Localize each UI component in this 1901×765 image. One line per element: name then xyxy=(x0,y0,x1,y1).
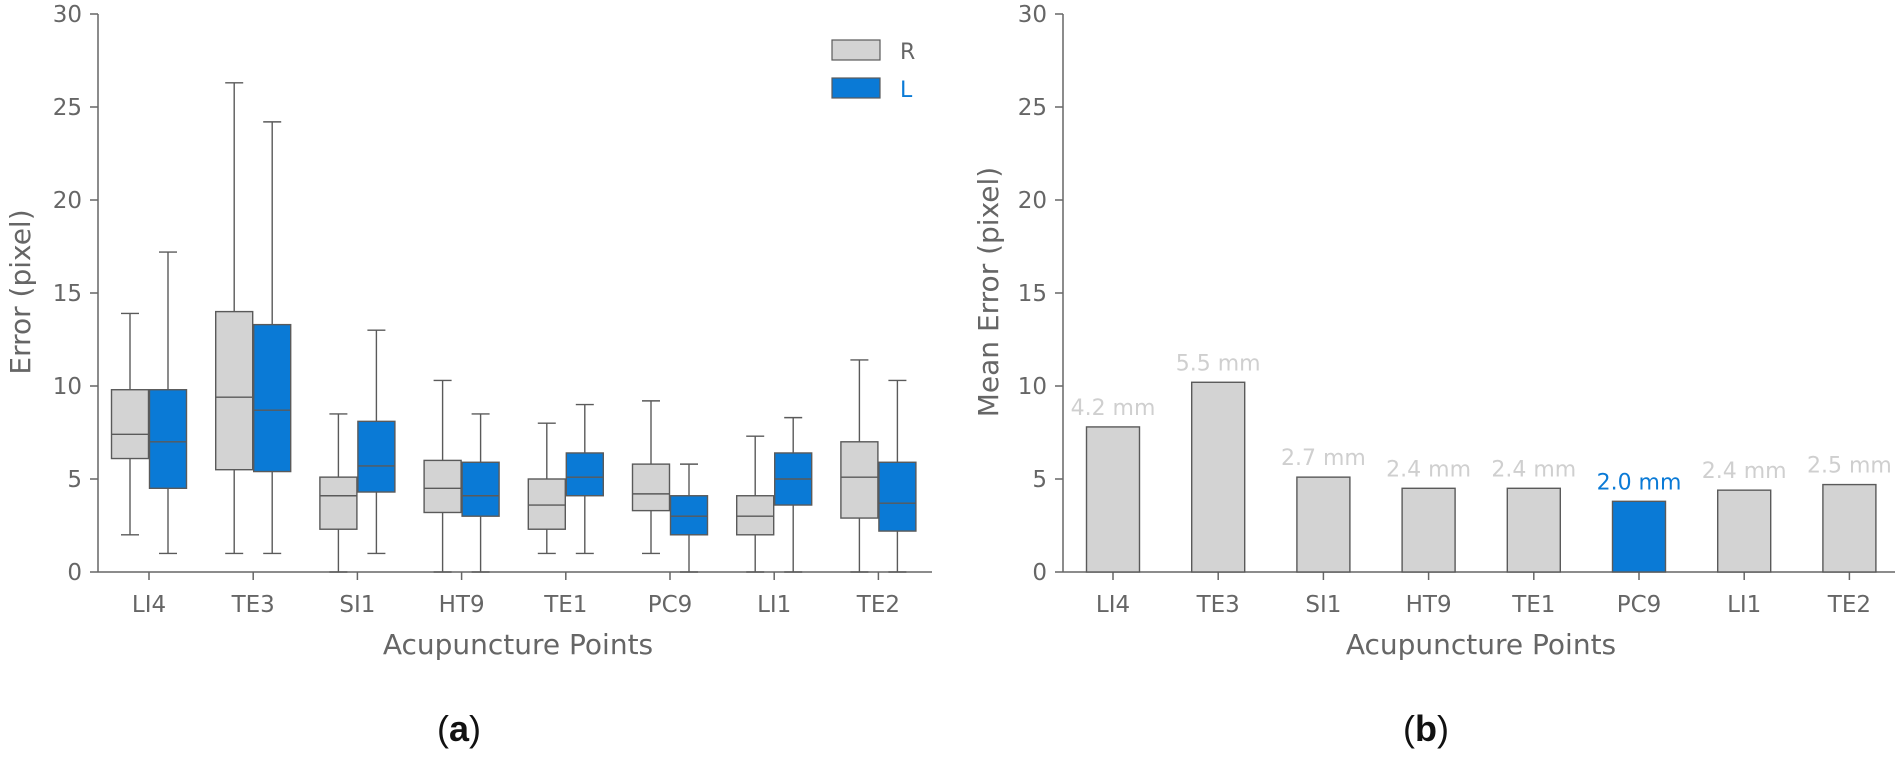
y-tick-label: 15 xyxy=(1018,281,1047,307)
box-r-si1 xyxy=(319,476,358,530)
x-tick-label: TE3 xyxy=(1196,592,1240,618)
y-tick-label: 20 xyxy=(1018,188,1047,214)
bar-label-ht9: 2.4 mm xyxy=(1386,457,1471,482)
bar-pc9 xyxy=(1611,500,1667,573)
panel-b-bars xyxy=(1085,381,1877,573)
y-tick-label: 0 xyxy=(67,560,82,586)
panel-b-barchart: 0 5 10 15 20 25 30 LI4 TE3 SI1 HT9 TE1 PC9 LI1 TE2 4.… xyxy=(972,2,1895,749)
bar-te3 xyxy=(1190,381,1246,573)
panel-a-x-axis-title: Acupuncture Points xyxy=(383,628,653,661)
panel-a-label: (a) xyxy=(437,708,481,749)
bar-ht9 xyxy=(1401,487,1456,573)
bar-label-li4: 4.2 mm xyxy=(1071,396,1156,421)
y-tick-label: 30 xyxy=(1018,2,1047,28)
x-tick-label: TE3 xyxy=(231,592,275,618)
box-r-li4 xyxy=(110,389,150,460)
box-r-li1 xyxy=(736,495,775,536)
bar-label-te3: 5.5 mm xyxy=(1176,351,1261,376)
panel-b-y-axis-title: Mean Error (pixel) xyxy=(972,167,1005,417)
box-r-te3 xyxy=(214,310,254,471)
x-tick-label: TE2 xyxy=(856,592,900,618)
y-tick-label: 30 xyxy=(53,2,82,28)
panel-b-paren-close: ) xyxy=(1437,708,1449,749)
y-tick-label: 0 xyxy=(1032,560,1047,586)
y-tick-label: 5 xyxy=(1032,467,1047,493)
panel-b-letter: b xyxy=(1415,708,1437,749)
panel-a-x-ticks: LI4 TE3 SI1 HT9 TE1 PC9 LI1 TE2 xyxy=(132,572,900,618)
bar-si1 xyxy=(1296,476,1351,573)
panel-a-letter: a xyxy=(449,708,470,749)
bar-te1 xyxy=(1506,487,1562,573)
box-r-te1 xyxy=(527,478,566,530)
bar-label-li1: 2.4 mm xyxy=(1702,459,1787,484)
y-tick-label: 15 xyxy=(53,281,82,307)
box-l-li4 xyxy=(148,389,188,490)
x-tick-label: HT9 xyxy=(439,592,485,618)
legend-label-r: R xyxy=(900,40,915,65)
box-l-te2 xyxy=(878,461,917,532)
box-l-si1 xyxy=(357,420,396,493)
x-tick-label: LI4 xyxy=(132,592,166,618)
box-r-ht9 xyxy=(423,459,462,514)
box-l-pc9 xyxy=(669,495,709,536)
x-tick-label: LI1 xyxy=(757,592,791,618)
y-tick-label: 25 xyxy=(1018,95,1047,121)
panel-b-x-axis-title: Acupuncture Points xyxy=(1346,628,1616,661)
panel-b-x-ticks: LI4 TE3 SI1 HT9 TE1 PC9 LI1 TE2 xyxy=(1096,572,1871,618)
box-l-ht9 xyxy=(461,461,500,517)
legend-label-l: L xyxy=(900,78,913,103)
panel-a-paren-close: ) xyxy=(469,708,481,749)
panel-a-boxes xyxy=(110,82,917,573)
bar-label-pc9: 2.0 mm xyxy=(1597,470,1682,495)
y-tick-label: 20 xyxy=(53,188,82,214)
box-l-te1 xyxy=(565,452,604,497)
x-tick-label: LI4 xyxy=(1096,592,1130,618)
panel-a-paren-open: ( xyxy=(437,708,449,749)
x-tick-label: PC9 xyxy=(648,592,693,618)
box-r-pc9 xyxy=(631,463,671,512)
bar-li4 xyxy=(1085,426,1141,573)
x-tick-label: HT9 xyxy=(1406,592,1452,618)
panel-a-boxplot: 0 5 10 15 20 25 30 LI4 TE3 SI1 HT9 TE1 PC9 LI1 TE2 Er… xyxy=(4,2,932,749)
panel-b-label: (b) xyxy=(1403,708,1449,749)
x-tick-label: TE1 xyxy=(543,592,587,618)
bar-label-te2: 2.5 mm xyxy=(1807,454,1892,479)
x-tick-label: LI1 xyxy=(1727,592,1761,618)
bar-label-si1: 2.7 mm xyxy=(1281,446,1366,471)
box-r-te2 xyxy=(840,441,879,519)
panel-b-paren-open: ( xyxy=(1403,708,1415,749)
y-tick-label: 25 xyxy=(53,95,82,121)
y-tick-label: 5 xyxy=(67,467,82,493)
bar-te2 xyxy=(1822,483,1877,573)
bar-label-te1: 2.4 mm xyxy=(1491,457,1576,482)
y-tick-label: 10 xyxy=(1018,374,1047,400)
panel-a-y-ticks: 0 5 10 15 20 25 30 xyxy=(53,2,98,586)
x-tick-label: SI1 xyxy=(339,592,375,618)
x-tick-label: SI1 xyxy=(1305,592,1341,618)
panel-b-bar-labels: 4.2 mm 5.5 mm 2.7 mm 2.4 mm 2.4 mm 2.0 mm 2.4 … xyxy=(1071,351,1892,495)
panel-a-y-axis-title: Error (pixel) xyxy=(4,209,37,374)
box-l-te3 xyxy=(252,323,292,473)
y-tick-label: 10 xyxy=(53,374,82,400)
legend-swatch-r xyxy=(831,39,881,61)
x-tick-label: TE2 xyxy=(1827,592,1871,618)
panel-a-legend: R L xyxy=(831,39,915,103)
bar-li1 xyxy=(1716,489,1772,573)
x-tick-label: PC9 xyxy=(1617,592,1662,618)
panel-b-y-ticks: 0 5 10 15 20 25 30 xyxy=(1018,2,1063,586)
legend-swatch-l xyxy=(831,77,881,99)
x-tick-label: TE1 xyxy=(1511,592,1555,618)
